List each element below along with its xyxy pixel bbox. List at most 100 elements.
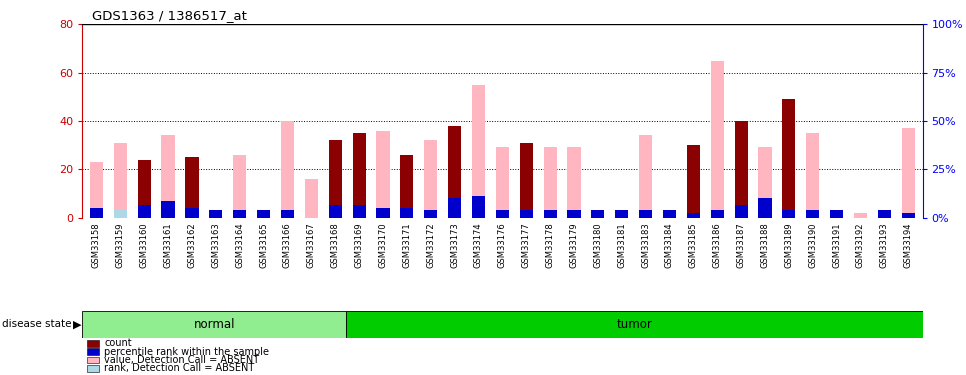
Bar [567,213,581,217]
Text: GSM33181: GSM33181 [617,222,626,268]
Text: GSM33190: GSM33190 [809,222,817,268]
Bar [257,213,270,217]
Bar [281,121,294,218]
Text: GSM33176: GSM33176 [497,222,507,268]
Bar [90,208,103,218]
Text: GSM33159: GSM33159 [116,222,125,268]
Text: GSM33177: GSM33177 [522,222,530,268]
Bar [353,133,366,218]
Text: GSM33170: GSM33170 [379,222,387,268]
Text: GSM33185: GSM33185 [689,222,697,268]
Text: tumor: tumor [616,318,652,331]
Text: GSM33172: GSM33172 [426,222,436,268]
Bar [496,210,509,218]
Bar [233,213,246,217]
Text: GSM33163: GSM33163 [212,222,220,268]
Bar [639,213,652,217]
Bar [544,213,556,217]
Bar [711,210,724,218]
Bar [734,206,748,218]
Bar [520,210,533,218]
Bar [711,61,724,217]
Bar [830,213,843,217]
Bar [901,213,915,217]
Bar [520,142,533,218]
Bar [400,208,413,218]
Text: GSM33171: GSM33171 [402,222,412,268]
Text: GSM33187: GSM33187 [737,222,746,268]
Bar [782,210,795,218]
Bar [758,147,772,218]
Text: normal: normal [193,318,235,331]
Text: GDS1363 / 1386517_at: GDS1363 / 1386517_at [92,9,246,22]
Text: GSM33173: GSM33173 [450,222,459,268]
Text: GSM33180: GSM33180 [593,222,603,268]
Bar [185,157,198,218]
Text: ▶: ▶ [73,320,82,329]
Bar [758,198,772,217]
Bar [663,213,676,217]
Bar [328,140,342,218]
Text: GSM33164: GSM33164 [235,222,244,268]
Bar [448,198,461,217]
Bar [854,213,867,217]
Bar [281,213,294,217]
Bar [304,179,318,218]
Bar [496,147,509,218]
Bar [830,210,843,218]
Text: value, Detection Call = ABSENT: value, Detection Call = ABSENT [104,355,260,365]
Bar [424,213,438,217]
Bar [257,210,270,218]
Text: GSM33192: GSM33192 [856,222,865,268]
Bar [400,155,413,218]
Bar [328,206,342,218]
Bar [90,208,103,218]
Bar [663,210,676,218]
Text: GSM33184: GSM33184 [665,222,674,268]
Bar [687,213,700,217]
Bar [615,213,628,217]
Text: GSM33183: GSM33183 [641,222,650,268]
Bar [353,206,366,218]
Bar [82,311,346,338]
Bar [711,213,724,217]
Bar [807,210,819,218]
Text: GSM33178: GSM33178 [546,222,554,268]
Bar [377,208,389,218]
Text: disease state: disease state [2,320,71,329]
Text: rank, Detection Call = ABSENT: rank, Detection Call = ABSENT [104,363,255,373]
Bar [424,140,438,218]
Bar [639,135,652,218]
Bar [424,210,438,218]
Text: GSM33167: GSM33167 [307,222,316,268]
Text: GSM33165: GSM33165 [259,222,268,268]
Bar [448,126,461,218]
Text: GSM33160: GSM33160 [140,222,149,268]
Bar [807,213,819,217]
Bar [233,210,246,218]
Bar [591,210,605,218]
Text: GSM33166: GSM33166 [283,222,292,268]
Bar [520,213,533,217]
Text: GSM33188: GSM33188 [760,222,770,268]
Text: count: count [104,339,132,348]
Text: GSM33179: GSM33179 [569,222,579,268]
Bar [346,311,923,338]
Text: GSM33186: GSM33186 [713,222,722,268]
Text: GSM33162: GSM33162 [187,222,196,268]
Text: GSM33169: GSM33169 [355,222,363,268]
Bar [782,99,795,218]
Bar [471,85,485,218]
Bar [591,213,605,217]
Bar [615,210,628,218]
Bar [137,160,151,218]
Bar [878,210,891,218]
Text: GSM33191: GSM33191 [832,222,841,268]
Bar [210,213,222,217]
Text: GSM33158: GSM33158 [92,222,100,268]
Bar [782,213,795,217]
Text: percentile rank within the sample: percentile rank within the sample [104,347,270,357]
Bar [233,155,246,218]
Bar [114,210,127,218]
Text: GSM33193: GSM33193 [880,222,889,268]
